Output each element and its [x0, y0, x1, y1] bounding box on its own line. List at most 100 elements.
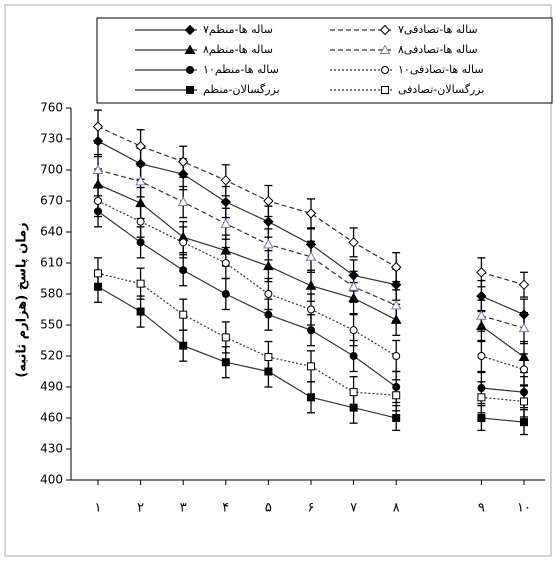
point: [135, 141, 146, 152]
point: [220, 218, 232, 228]
point: [94, 269, 102, 278]
x-tick-label: ۶: [308, 501, 315, 516]
point: [349, 326, 358, 335]
point: [476, 267, 487, 278]
y-tick-label: 430: [40, 442, 63, 456]
point: [264, 353, 273, 362]
point: [221, 333, 230, 342]
point: [348, 237, 359, 248]
legend-label: بزرگسالان-تصادفی: [398, 83, 484, 96]
y-tick-label: 490: [40, 380, 63, 394]
series-line: [97, 272, 525, 403]
point: [518, 279, 530, 290]
y-tick-label: 550: [40, 318, 63, 332]
legend-label: ۷ساله ها-منظم: [203, 23, 273, 36]
point: [179, 341, 188, 350]
y-tick-label: 400: [40, 473, 63, 487]
y-tick-label: 610: [40, 256, 63, 270]
y-tick-label: 460: [40, 411, 63, 425]
legend-label: ۸ساله ها-تصادفی: [398, 43, 478, 56]
point: [220, 196, 232, 208]
y-axis-label: زمان پاسخ (هزارم ثانیه): [15, 222, 30, 377]
point: [305, 208, 317, 219]
x-tick-label: ۸: [393, 501, 400, 516]
point: [264, 310, 273, 319]
point: [263, 195, 274, 207]
legend-marker: [184, 44, 196, 54]
point: [307, 305, 315, 314]
point: [177, 156, 189, 167]
point: [307, 326, 315, 335]
point: [390, 299, 402, 310]
point: [94, 197, 102, 205]
series-line: [97, 210, 525, 393]
legend-label: ۱۰ساله ها-منظم: [203, 63, 279, 76]
point: [392, 391, 401, 400]
legend-marker: [381, 66, 389, 74]
point: [520, 365, 528, 374]
y-tick-label: 520: [40, 349, 63, 363]
point: [477, 393, 486, 402]
x-tick-label: ۱: [95, 501, 102, 516]
x-tick-label: ۴: [222, 501, 229, 516]
point: [136, 307, 145, 316]
point: [307, 393, 315, 402]
y-tick-label: 760: [40, 101, 63, 115]
x-tick-label: ۵: [265, 501, 272, 516]
point: [92, 121, 104, 132]
point: [221, 358, 230, 367]
legend-label: ۷ساله ها-تصادفی: [398, 23, 478, 36]
y-tick-label: 580: [40, 287, 63, 301]
point: [264, 290, 273, 298]
point: [263, 260, 274, 271]
legend-label: ۸ساله ها-منظم: [203, 43, 273, 56]
point: [392, 352, 401, 360]
x-tick-label: ۹: [478, 501, 485, 516]
point: [179, 238, 188, 247]
y-tick-label: 730: [40, 132, 63, 146]
point: [221, 290, 230, 298]
point: [136, 238, 145, 247]
point: [221, 259, 230, 267]
series-line: [97, 183, 525, 358]
point: [392, 414, 401, 422]
point: [220, 175, 232, 186]
point: [179, 310, 188, 319]
legend-label: بزرگسالان-منظم: [203, 83, 280, 96]
legend-marker: [184, 24, 196, 36]
point: [477, 352, 486, 360]
series-line: [97, 286, 525, 423]
point: [136, 279, 145, 288]
point: [349, 388, 358, 397]
x-tick-label: ۷: [350, 501, 357, 516]
series-line: [97, 126, 525, 286]
point: [390, 279, 402, 290]
legend-marker: [186, 66, 194, 74]
point: [520, 418, 528, 427]
point: [263, 216, 274, 227]
y-tick-label: 700: [40, 163, 63, 177]
series-line: [97, 200, 525, 371]
series-line: [97, 140, 525, 316]
legend-label: ۱۰ساله ها-تصادفی: [398, 63, 484, 76]
point: [135, 175, 146, 186]
legend-marker: [381, 86, 389, 94]
point: [349, 352, 358, 360]
point: [135, 197, 146, 208]
series-line: [97, 169, 525, 329]
chart-frame: [4, 4, 552, 557]
point: [348, 281, 359, 291]
point: [179, 266, 188, 275]
y-tick-label: 670: [40, 194, 63, 208]
legend-marker: [186, 86, 194, 94]
point: [518, 322, 530, 333]
point: [305, 251, 317, 261]
point: [305, 280, 317, 290]
x-tick-label: ۲: [137, 501, 144, 516]
legend: ۷ساله ها-منظم ۷ساله ها-تصادفی ۸ساله ها-منظ…: [96, 17, 553, 104]
x-tick-label: ۱۰: [517, 501, 531, 516]
point: [307, 362, 315, 371]
point: [476, 290, 487, 302]
legend-box: [96, 17, 553, 104]
point: [390, 261, 402, 273]
